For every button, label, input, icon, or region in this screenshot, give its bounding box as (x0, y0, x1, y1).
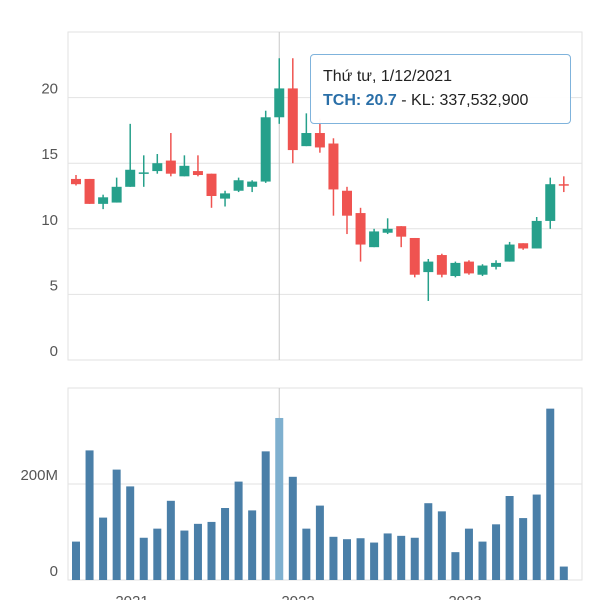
volume-bar (193, 523, 202, 580)
price-tick-label: 20 (41, 81, 58, 98)
candle-body (342, 190, 352, 216)
candle-body (152, 163, 163, 172)
price-tick-label: 10 (41, 212, 58, 229)
price-axis-labels: 0 5 10 15 20 (41, 81, 58, 360)
candle-body (111, 186, 122, 203)
volume-bar (72, 541, 80, 580)
candlestick-series (71, 58, 569, 301)
volume-bar (437, 511, 446, 580)
candle-body (301, 133, 312, 147)
volume-bar (464, 528, 473, 580)
volume-bar (383, 533, 392, 580)
candle-body (409, 237, 420, 275)
candle-body (274, 88, 285, 118)
candle-body (71, 178, 81, 185)
candle-body (179, 165, 190, 177)
volume-bar (505, 496, 514, 580)
candle-body (220, 193, 231, 199)
candle-body (84, 178, 95, 204)
volume-bar (315, 505, 324, 580)
candle-body (369, 231, 380, 248)
volume-tick-label: 200M (20, 467, 58, 484)
price-tick-label: 5 (50, 277, 58, 294)
volume-bar (492, 524, 501, 580)
volume-bar (410, 537, 419, 580)
volume-bar (99, 517, 108, 580)
candle-body (98, 197, 109, 204)
candle-body (314, 133, 325, 148)
volume-bar (234, 481, 243, 580)
volume-series (72, 408, 568, 580)
candle-body (233, 180, 244, 191)
candle-body (463, 261, 474, 274)
x-tick-label: 2022 (281, 593, 314, 600)
candle-body (436, 255, 447, 275)
candle-body (558, 184, 569, 186)
candle-body (355, 213, 366, 245)
volume-bar (532, 494, 541, 580)
candle-body (396, 226, 407, 237)
volume-bar (180, 530, 189, 580)
candle-body (491, 262, 502, 267)
volume-bar (343, 539, 351, 580)
volume-bar (451, 552, 460, 580)
candle-body (287, 88, 298, 151)
candle-body (382, 228, 393, 233)
candle-body (260, 117, 271, 182)
candle-body (423, 261, 434, 273)
volume-bar (126, 486, 135, 580)
volume-bar (221, 508, 230, 580)
volume-bar (302, 528, 311, 580)
price-tick-label: 0 (50, 343, 58, 360)
volume-bar (112, 469, 121, 580)
candle-body (450, 262, 461, 277)
candle-body (545, 184, 556, 221)
candle-body (328, 143, 339, 190)
volume-bar (275, 417, 284, 580)
candle-body (125, 169, 136, 187)
volume-bar (546, 408, 555, 580)
tooltip-volume: - KL: 337,532,900 (396, 92, 529, 109)
volume-bar (207, 521, 216, 580)
x-tick-label: 2021 (115, 593, 148, 600)
volume-bar (356, 538, 365, 580)
volume-bar (370, 542, 379, 580)
volume-grid (67, 387, 583, 581)
price-tick-label: 15 (41, 146, 58, 163)
price-tooltip: Thứ tư, 1/12/2021 TCH: 20.7 - KL: 337,53… (310, 54, 571, 124)
x-axis-labels: 2021 2022 2023 (115, 593, 481, 605)
volume-bar (397, 535, 406, 580)
x-tick-label: 2023 (448, 593, 481, 600)
tooltip-price: TCH: 20.7 (323, 92, 397, 109)
volume-bar (139, 537, 148, 580)
candle-body (165, 160, 176, 174)
candle-body (247, 181, 258, 187)
volume-bar (329, 536, 338, 580)
volume-bar (519, 518, 528, 580)
tooltip-details: TCH: 20.7 - KL: 337,532,900 (323, 89, 558, 113)
volume-bar (153, 528, 162, 580)
volume-bar (261, 451, 270, 580)
volume-tick-label: 0 (50, 563, 58, 580)
candle-body (206, 173, 217, 196)
candle-body (518, 243, 529, 249)
volume-bar (288, 476, 297, 580)
volume-bar (248, 510, 257, 580)
tooltip-date: Thứ tư, 1/12/2021 (323, 68, 453, 85)
volume-bar (478, 541, 487, 580)
candle-body (477, 265, 488, 275)
volume-bar (559, 566, 568, 580)
candle-body (531, 220, 542, 249)
volume-bar (424, 503, 433, 580)
volume-bar (85, 450, 94, 580)
price-panel-frame (67, 31, 583, 361)
candle-body (504, 244, 515, 262)
candle-body (138, 172, 149, 174)
candle-body (192, 171, 203, 176)
volume-axis-labels: 0 200M (20, 467, 58, 580)
volume-bar (166, 500, 175, 580)
